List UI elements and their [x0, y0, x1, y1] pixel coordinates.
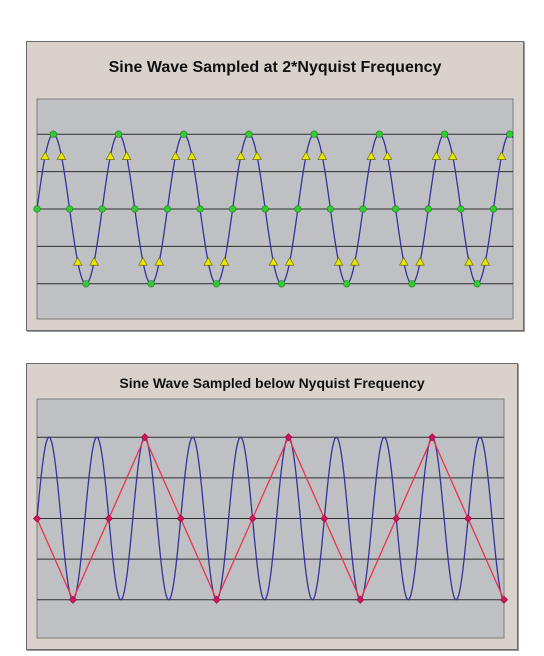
- sample-point-circle: [98, 205, 106, 213]
- sample-point-circle: [49, 130, 57, 138]
- sample-point-circle: [343, 280, 351, 288]
- sample-point-circle: [196, 205, 204, 213]
- sample-point-triangle: [154, 256, 165, 266]
- sample-point-triangle: [464, 256, 474, 266]
- sample-point-circle: [359, 205, 367, 213]
- sample-point-triangle: [382, 151, 393, 160]
- sample-point-diamond: [356, 595, 365, 604]
- sample-point-diamond: [248, 514, 257, 523]
- chart-panel-top: Sine Wave Sampled at 2*Nyquist Frequency: [26, 41, 524, 331]
- sample-point-triangle: [105, 151, 116, 160]
- sample-point-diamond: [32, 514, 42, 523]
- sample-point-triangle: [121, 151, 132, 160]
- sample-point-triangle: [333, 256, 344, 266]
- sample-point-triangle: [284, 256, 295, 266]
- sample-point-triangle: [431, 151, 442, 160]
- sample-point-diamond: [68, 595, 77, 604]
- alias-wave-line: [36, 435, 505, 602]
- sample-point-triangle: [268, 256, 279, 266]
- sample-point-circle: [392, 205, 400, 213]
- sample-point-circle: [180, 130, 188, 138]
- sample-point-triangle: [170, 151, 181, 160]
- sample-point-circle: [212, 280, 220, 288]
- sample-point-circle: [457, 205, 465, 213]
- sample-point-circle: [82, 280, 90, 288]
- plot-area: [33, 98, 514, 320]
- sample-point-diamond: [428, 433, 437, 442]
- sample-point-circle: [163, 205, 172, 213]
- sine-wave-line: [36, 436, 505, 601]
- sample-point-circle: [245, 130, 253, 138]
- sample-point-triangle: [138, 256, 148, 266]
- chart-title: Sine Wave Sampled below Nyquist Frequenc…: [119, 375, 425, 391]
- sample-point-circle: [229, 205, 237, 213]
- sample-point-triangle: [56, 151, 67, 160]
- sample-point-circle: [277, 280, 286, 288]
- sample-point-triangle: [415, 256, 425, 266]
- sample-point-triangle: [447, 151, 458, 160]
- sample-point-circle: [310, 130, 318, 138]
- sample-point-circle: [375, 130, 383, 138]
- sample-point-diamond: [320, 514, 329, 523]
- sample-point-circle: [294, 205, 302, 213]
- sample-point-triangle: [301, 151, 311, 160]
- sample-point-circle: [66, 205, 74, 213]
- sample-point-diamond: [284, 433, 293, 442]
- sample-point-triangle: [187, 151, 197, 160]
- sample-point-diamond: [140, 433, 149, 442]
- sample-point-triangle: [350, 256, 360, 266]
- chart-panel-bottom: Sine Wave Sampled below Nyquist Frequenc…: [26, 363, 518, 650]
- sample-point-circle: [261, 205, 269, 213]
- sample-point-triangle: [366, 151, 376, 160]
- sample-point-circle: [114, 130, 123, 138]
- sample-point-circle: [408, 280, 416, 288]
- sample-point-triangle: [252, 151, 262, 160]
- sample-point-circle: [33, 205, 41, 213]
- sample-point-triangle: [89, 256, 99, 266]
- sample-point-circle: [326, 205, 335, 213]
- plot-area: [32, 398, 509, 639]
- chart-title: Sine Wave Sampled at 2*Nyquist Frequency: [108, 59, 442, 76]
- sample-point-diamond: [464, 514, 473, 523]
- sample-point-diamond: [212, 595, 221, 604]
- sample-point-diamond: [499, 595, 509, 604]
- sample-point-triangle: [40, 151, 50, 160]
- sample-point-triangle: [219, 256, 230, 266]
- sample-point-triangle: [203, 256, 213, 266]
- sample-point-circle: [506, 130, 514, 138]
- sample-point-circle: [424, 205, 432, 213]
- sample-point-triangle: [496, 151, 507, 160]
- sample-point-triangle: [398, 256, 409, 266]
- sample-point-triangle: [72, 256, 83, 266]
- sample-point-diamond: [104, 514, 113, 523]
- sample-point-diamond: [392, 514, 401, 523]
- sample-point-triangle: [480, 256, 491, 266]
- sample-point-diamond: [176, 514, 185, 523]
- sample-point-triangle: [317, 151, 328, 160]
- sample-point-circle: [473, 280, 481, 288]
- sample-point-circle: [131, 205, 139, 213]
- sample-point-triangle: [235, 151, 246, 160]
- sample-point-circle: [440, 130, 449, 138]
- sample-point-circle: [147, 280, 155, 288]
- sample-point-circle: [489, 205, 498, 213]
